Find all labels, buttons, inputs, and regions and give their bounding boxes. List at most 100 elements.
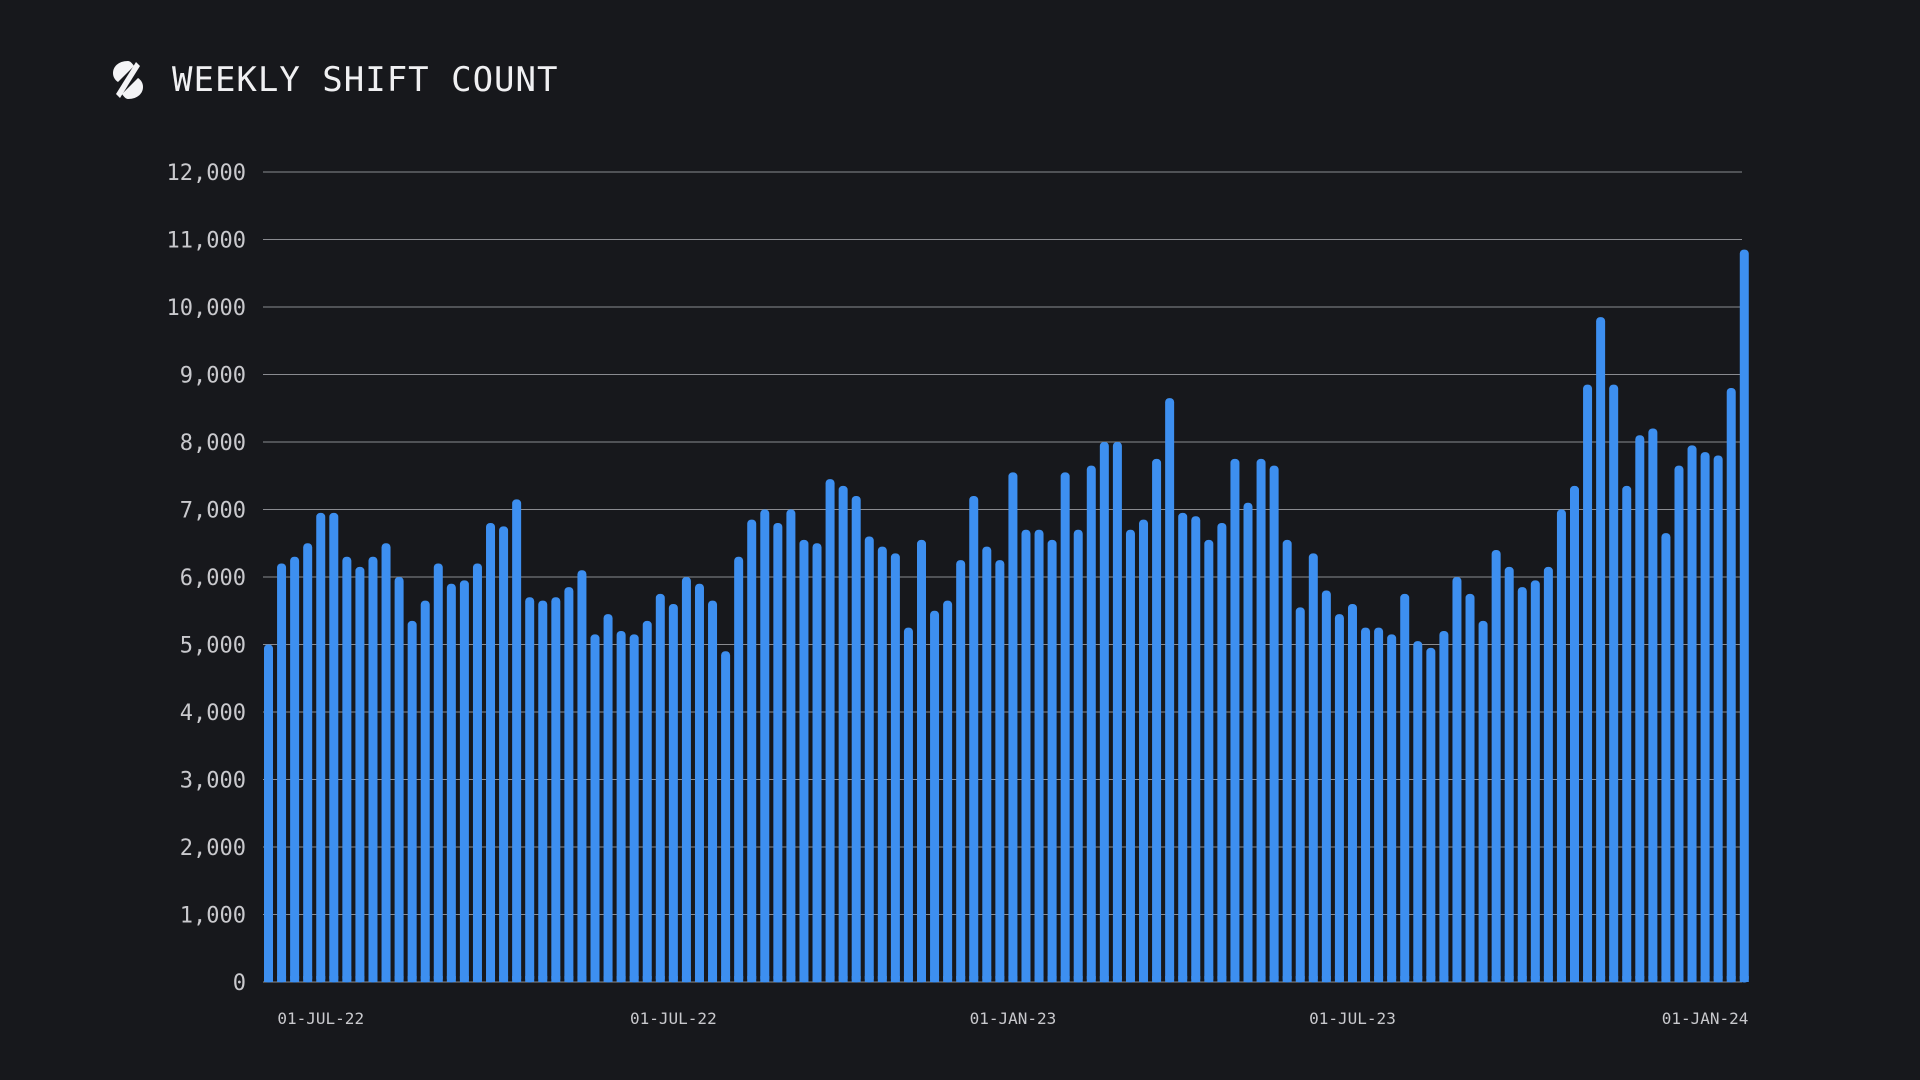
bar [995, 560, 1005, 983]
bar [1099, 442, 1109, 983]
bar [316, 512, 326, 983]
bar-base [1191, 976, 1201, 982]
bar [1269, 465, 1279, 983]
bar-base [355, 976, 365, 982]
bar-base [420, 976, 430, 982]
bar-base [1139, 976, 1149, 982]
bar-base [812, 976, 822, 982]
bar-base [1452, 976, 1462, 982]
bar [721, 651, 731, 983]
bar [1204, 539, 1214, 983]
bar-base [1478, 976, 1488, 982]
bar [290, 556, 300, 983]
bar [694, 583, 704, 983]
page-title: Weekly Shift Count [172, 60, 559, 100]
bar-base [264, 976, 273, 982]
bar-base [1739, 976, 1749, 982]
bar [1530, 580, 1540, 983]
bar-base [1230, 976, 1240, 982]
bar-base [642, 976, 652, 982]
y-tick-label: 0 [233, 971, 246, 996]
y-tick-label: 4,000 [180, 701, 246, 726]
bar-base [433, 976, 443, 982]
bar [303, 543, 313, 983]
y-tick-label: 2,000 [180, 836, 246, 861]
bar [525, 597, 535, 983]
bar [433, 563, 443, 983]
bar-base [446, 976, 456, 982]
bar [1165, 398, 1175, 983]
chart-header: Weekly Shift Count [110, 56, 558, 104]
bar-base [1217, 976, 1227, 982]
bar [1073, 529, 1083, 983]
bar-base [329, 976, 339, 982]
bar-base [1165, 976, 1175, 982]
bar [616, 631, 626, 983]
bar-base [551, 976, 561, 982]
bar [1491, 550, 1501, 983]
bar [1413, 641, 1423, 983]
bar [1543, 566, 1553, 983]
bar-base [1112, 976, 1122, 982]
bar [1086, 465, 1096, 983]
bar-base [1321, 976, 1331, 982]
y-tick-label: 10,000 [167, 296, 246, 321]
bar [564, 587, 574, 983]
bar [551, 597, 561, 983]
bar-base [1047, 976, 1057, 982]
bar-base [1269, 976, 1279, 982]
bar-base [1334, 976, 1344, 982]
bar-base [903, 976, 913, 982]
bar [642, 620, 652, 983]
bar-base [1008, 976, 1018, 982]
bar [1034, 529, 1044, 983]
y-axis-ticks: 0 1,000 2,000 3,000 4,000 5,000 6,000 7,000 8,00… [167, 161, 246, 996]
x-tick-label: 01-JAN-24 [1662, 1009, 1749, 1028]
bar-base [1570, 976, 1579, 982]
bar [342, 556, 352, 983]
bar-base [864, 976, 874, 982]
x-tick-label: 01-JAN-23 [970, 1009, 1057, 1028]
bar-base [655, 976, 665, 982]
bar-base [1491, 976, 1501, 982]
bar-base [1530, 976, 1540, 982]
bar [1674, 465, 1684, 983]
bar [1622, 485, 1632, 983]
bar-base [1504, 976, 1514, 982]
bar [1191, 516, 1201, 983]
bar-base [1609, 976, 1619, 982]
bar [446, 583, 456, 983]
bar [903, 627, 913, 983]
bar-base [1583, 976, 1593, 982]
bar [1739, 249, 1749, 983]
bar [760, 509, 770, 983]
bar [1635, 435, 1645, 983]
bar [394, 577, 404, 983]
bar-base [1622, 976, 1632, 982]
bar-base [1295, 976, 1305, 982]
bar-base [786, 976, 796, 982]
bar [1060, 472, 1070, 983]
bar-base [1152, 976, 1162, 982]
bar [1570, 485, 1579, 983]
bar-base [734, 976, 744, 982]
bar [969, 496, 979, 983]
bar [877, 546, 887, 983]
bar [1478, 620, 1488, 983]
bar-base [564, 976, 574, 982]
bar [812, 543, 822, 983]
bar [1178, 512, 1188, 983]
y-tick-label: 7,000 [180, 499, 246, 524]
s-slash-logo-icon [113, 61, 143, 99]
bar [355, 566, 365, 983]
bar [407, 620, 417, 983]
bar [1256, 458, 1266, 983]
bar [1374, 627, 1384, 983]
x-tick-label: 01-JUL-22 [630, 1009, 717, 1028]
bar-base [877, 976, 887, 982]
bar [538, 600, 548, 983]
bar-base [1060, 976, 1070, 982]
bar [603, 614, 613, 983]
bar [1008, 472, 1018, 983]
